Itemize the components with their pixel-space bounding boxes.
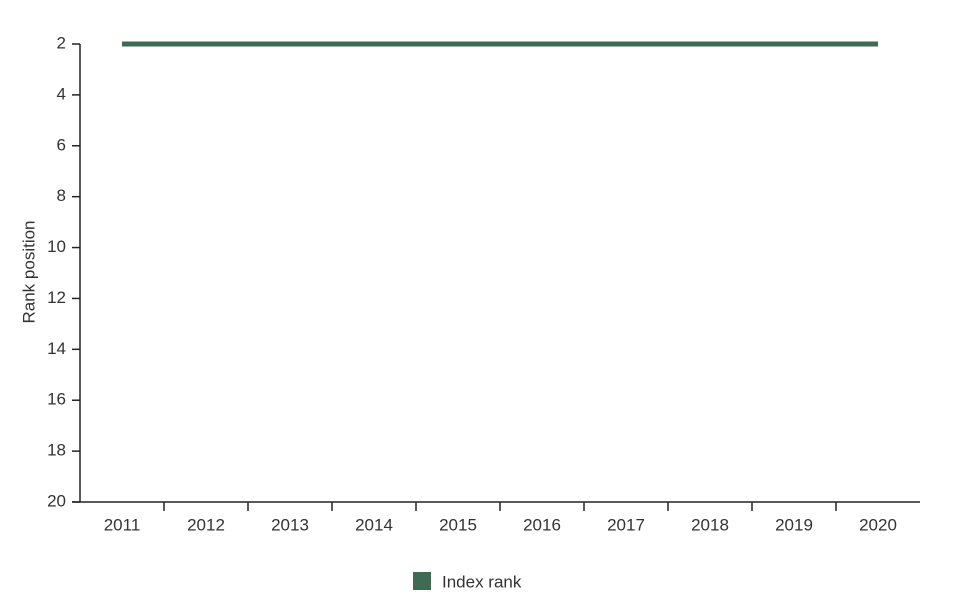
legend-label: Index rank — [442, 572, 522, 591]
x-tick-label: 2016 — [523, 515, 561, 534]
y-tick-label: 4 — [57, 84, 66, 103]
x-tick-label: 2017 — [607, 515, 645, 534]
x-tick-label: 2020 — [859, 515, 897, 534]
y-tick-label: 20 — [47, 491, 66, 510]
y-tick-label: 10 — [47, 237, 66, 256]
y-axis-label: Rank position — [19, 220, 38, 323]
x-tick-label: 2019 — [775, 515, 813, 534]
y-tick-label: 16 — [47, 390, 66, 409]
x-tick-label: 2015 — [439, 515, 477, 534]
y-tick-label: 14 — [47, 339, 66, 358]
x-tick-label: 2014 — [355, 515, 393, 534]
x-tick-label: 2011 — [104, 515, 141, 534]
y-tick-label: 6 — [57, 135, 66, 154]
y-tick-label: 2 — [57, 33, 66, 52]
x-tick-label: 2018 — [691, 515, 729, 534]
legend-swatch — [413, 572, 431, 590]
y-tick-label: 8 — [57, 186, 66, 205]
y-tick-label: 18 — [47, 441, 66, 460]
x-tick-label: 2012 — [187, 515, 225, 534]
x-tick-label: 2013 — [271, 515, 309, 534]
y-tick-label: 12 — [47, 288, 66, 307]
